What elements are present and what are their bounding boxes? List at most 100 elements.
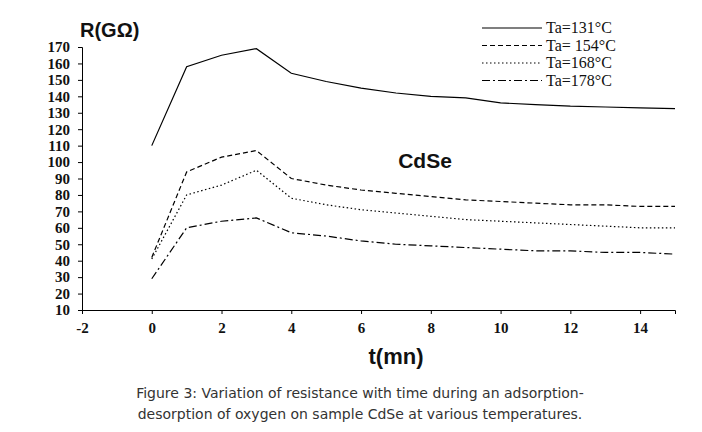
y-tick-label: 80 bbox=[55, 187, 70, 203]
y-tick-label: 90 bbox=[55, 171, 70, 187]
y-axis-line bbox=[78, 48, 83, 311]
legend: Ta=131°CTa= 154°CTa=168°CTa=178°C bbox=[482, 19, 616, 89]
y-tick-mark bbox=[78, 310, 82, 311]
x-axis-title: t(mn) bbox=[369, 344, 424, 369]
y-tick-mark bbox=[78, 294, 82, 295]
x-tick-mark bbox=[222, 310, 223, 314]
y-tick-label: 10 bbox=[55, 302, 70, 318]
x-tick-mark bbox=[501, 310, 502, 314]
y-tick-label: 130 bbox=[48, 105, 71, 121]
x-axis-line bbox=[83, 311, 676, 315]
annotation: CdSe bbox=[398, 149, 452, 172]
y-tick-mark bbox=[78, 80, 82, 81]
y-tick: 60 bbox=[55, 220, 82, 236]
x-tick: 12 bbox=[563, 310, 578, 336]
y-tick-label: 120 bbox=[48, 121, 71, 137]
y-tick-label: 160 bbox=[48, 56, 71, 72]
y-tick: 90 bbox=[55, 171, 82, 187]
x-tick-label: 14 bbox=[633, 320, 649, 336]
y-tick: 160 bbox=[48, 56, 83, 72]
series-line bbox=[152, 170, 675, 259]
y-tick-label: 150 bbox=[48, 72, 71, 88]
x-tick-label: 0 bbox=[149, 320, 157, 336]
legend-label: Ta=178°C bbox=[546, 72, 612, 89]
legend-label: Ta= 154°C bbox=[546, 37, 616, 54]
y-tick: 40 bbox=[55, 253, 82, 269]
caption: Figure 3: Variation of resistance with t… bbox=[136, 385, 584, 401]
x-tick-label: 4 bbox=[288, 320, 296, 336]
y-tick-mark bbox=[78, 47, 82, 48]
y-tick-label: 170 bbox=[48, 39, 71, 55]
y-tick-mark bbox=[78, 261, 82, 262]
x-tick-label: 2 bbox=[218, 320, 226, 336]
legend-label: Ta=168°C bbox=[546, 54, 612, 71]
legend-swatch bbox=[482, 80, 542, 81]
y-tick-mark bbox=[78, 277, 82, 278]
y-tick-mark bbox=[78, 162, 82, 163]
y-tick: 70 bbox=[55, 204, 82, 220]
y-tick-label: 140 bbox=[48, 89, 71, 105]
y-tick: 30 bbox=[55, 269, 82, 285]
y-tick-mark bbox=[78, 179, 82, 180]
y-tick-label: 20 bbox=[55, 286, 70, 302]
x-tick-label: -2 bbox=[76, 320, 89, 336]
y-tick-mark bbox=[78, 63, 82, 64]
y-tick-mark bbox=[78, 146, 82, 147]
legend-label: Ta=131°C bbox=[546, 19, 612, 36]
y-tick-mark bbox=[78, 244, 82, 245]
x-axis: -2 0 2 4 6 8 10 12 14 bbox=[76, 310, 675, 336]
x-tick-label: 8 bbox=[428, 320, 436, 336]
y-tick: 10 bbox=[55, 302, 82, 318]
x-tick: -2 bbox=[76, 310, 89, 336]
y-tick-label: 30 bbox=[55, 269, 70, 285]
y-tick: 80 bbox=[55, 187, 82, 203]
x-tick-mark bbox=[570, 310, 571, 314]
x-tick-label: 6 bbox=[358, 320, 366, 336]
y-tick-label: 70 bbox=[55, 204, 70, 220]
y-axis: 1020304050607080901001101201301401501601… bbox=[48, 39, 83, 318]
y-tick-mark bbox=[78, 113, 82, 114]
x-tick-mark bbox=[431, 310, 432, 314]
y-tick-mark bbox=[78, 228, 82, 229]
y-tick-label: 100 bbox=[48, 154, 71, 170]
x-tick: 6 bbox=[358, 310, 366, 336]
series-line bbox=[152, 49, 675, 146]
x-tick-mark bbox=[361, 310, 362, 314]
y-tick: 20 bbox=[55, 286, 82, 302]
lines bbox=[152, 49, 675, 279]
x-tick-mark bbox=[640, 310, 641, 314]
x-tick: 0 bbox=[149, 310, 157, 336]
y-tick-mark bbox=[78, 129, 82, 130]
x-tick: 8 bbox=[428, 310, 436, 336]
y-tick: 130 bbox=[48, 105, 83, 121]
x-tick-label: 10 bbox=[494, 320, 509, 336]
y-tick-label: 110 bbox=[48, 138, 70, 154]
y-tick-mark bbox=[78, 96, 82, 97]
y-tick-label: 60 bbox=[55, 220, 70, 236]
legend-swatch bbox=[482, 62, 542, 63]
x-tick: 2 bbox=[218, 310, 226, 336]
x-tick-mark bbox=[291, 310, 292, 314]
legend-swatch bbox=[482, 27, 542, 28]
x-tick: 10 bbox=[494, 310, 509, 336]
legend-swatch bbox=[482, 45, 542, 46]
y-tick: 100 bbox=[48, 154, 83, 170]
y-tick-mark bbox=[78, 195, 82, 196]
x-tick: 4 bbox=[288, 310, 296, 336]
chart: 1020304050607080901001101201301401501601… bbox=[0, 0, 702, 432]
caption: desorption of oxygen on sample CdSe at v… bbox=[138, 406, 583, 422]
x-tick-mark bbox=[152, 310, 153, 314]
y-tick: 120 bbox=[48, 121, 83, 137]
y-axis-title: R(GΩ) bbox=[80, 19, 139, 41]
y-tick: 50 bbox=[55, 237, 82, 253]
y-tick: 170 bbox=[48, 39, 83, 55]
y-tick-label: 50 bbox=[55, 237, 70, 253]
y-tick-label: 40 bbox=[55, 253, 70, 269]
y-tick: 150 bbox=[48, 72, 83, 88]
x-tick-mark bbox=[82, 310, 83, 314]
x-tick: 14 bbox=[633, 310, 649, 336]
y-tick: 110 bbox=[48, 138, 82, 154]
x-tick-label: 12 bbox=[563, 320, 578, 336]
series-line bbox=[152, 218, 675, 279]
y-tick: 140 bbox=[48, 89, 83, 105]
